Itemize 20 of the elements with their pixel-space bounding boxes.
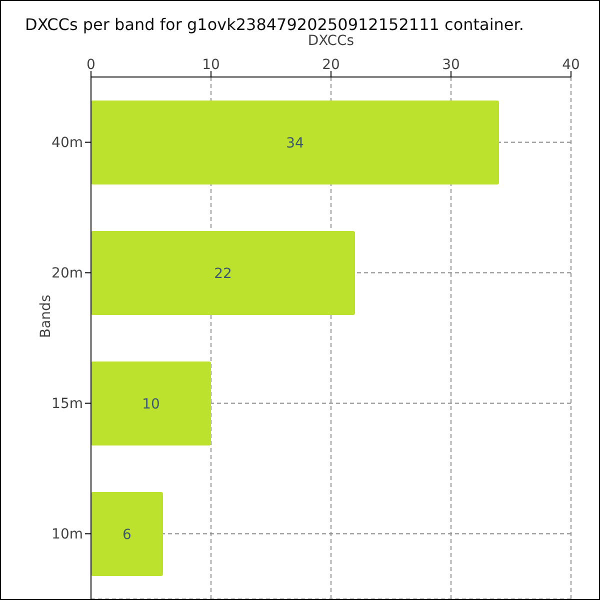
x-tick-label: 10	[202, 57, 220, 73]
bar	[91, 361, 211, 446]
bar	[91, 230, 355, 315]
data-label: 10	[142, 396, 160, 412]
data-label: 6	[122, 526, 132, 543]
bar	[91, 100, 499, 184]
y-tick-label: 10m	[52, 526, 83, 543]
x-tick-label: 0	[86, 57, 96, 73]
x-tick-label: 20	[322, 57, 340, 73]
x-axis-title: DXCCs	[308, 32, 354, 49]
data-label: 22	[214, 266, 232, 282]
x-tick-label: 40	[562, 57, 580, 73]
y-tick-label: 20m	[52, 266, 83, 282]
x-tick-label: 30	[442, 57, 460, 73]
y-tick-label: 40m	[52, 135, 83, 152]
chart-title: DXCCs per band for g1ovk23847920250912152111 container.	[25, 15, 524, 34]
y-axis-title: Bands	[38, 294, 54, 338]
y-tick-label: 15m	[52, 396, 83, 412]
data-label: 34	[286, 135, 304, 152]
bar	[91, 492, 163, 576]
